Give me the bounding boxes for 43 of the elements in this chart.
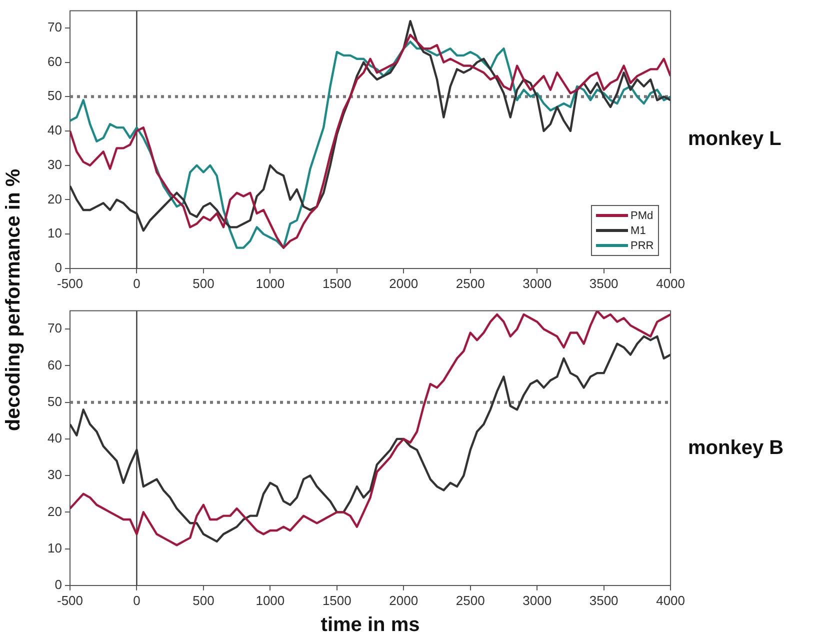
x-tick-label: 2500 [456,276,485,291]
legend-label: PRR [630,240,654,252]
x-tick-label: 4000 [656,276,685,291]
y-tick-label: 60 [48,357,62,372]
text: monkey B [688,436,784,460]
x-tick-label: 1000 [256,276,285,291]
x-tick-label: 1500 [322,276,352,291]
x-tick-label: 2000 [389,276,418,291]
y-tick-label: 70 [48,20,62,35]
y-tick-label: 60 [48,54,62,69]
y-tick-label: 70 [48,320,62,336]
x-tick-label: 2500 [456,592,485,608]
x-tick-label: 3000 [522,276,552,291]
x-tick-label: 3500 [589,276,618,291]
y-tick-label: 30 [48,156,62,172]
x-tick-label: -500 [56,592,84,608]
y-tick-label: 30 [48,467,62,482]
y-tick-label: 40 [48,430,62,446]
y-tick-label: 20 [48,504,62,519]
y-tick-label: 50 [48,394,62,409]
y-tick-label: 0 [54,576,62,592]
y-tick-label: 10 [48,226,62,241]
x-tick-label: 3500 [589,592,618,608]
y-tick-label: 50 [48,88,62,104]
y-tick-label: 10 [48,540,62,556]
x-tick-label: 3000 [522,592,552,608]
x-tick-label: 1500 [322,592,352,608]
legend-label: PMd [630,210,654,222]
y-tick-label: 40 [48,122,62,138]
x-tick-label: 500 [192,276,214,291]
y-tick-label: 20 [48,191,62,206]
x-tick-label: 1000 [256,592,285,608]
y-tick-label: 0 [54,260,62,275]
y-axis-title: decoding performance in % [2,168,26,432]
x-tick-label: 2000 [389,592,418,608]
text: monkey L [688,128,782,152]
legend-label: M1 [630,224,646,237]
x-axis-title: time in ms [320,614,420,637]
x-tick-label: 4000 [656,592,685,608]
x-tick-label: -500 [56,276,84,291]
x-tick-label: 0 [133,592,140,608]
x-tick-label: 500 [192,592,214,608]
x-tick-label: 0 [133,276,140,291]
